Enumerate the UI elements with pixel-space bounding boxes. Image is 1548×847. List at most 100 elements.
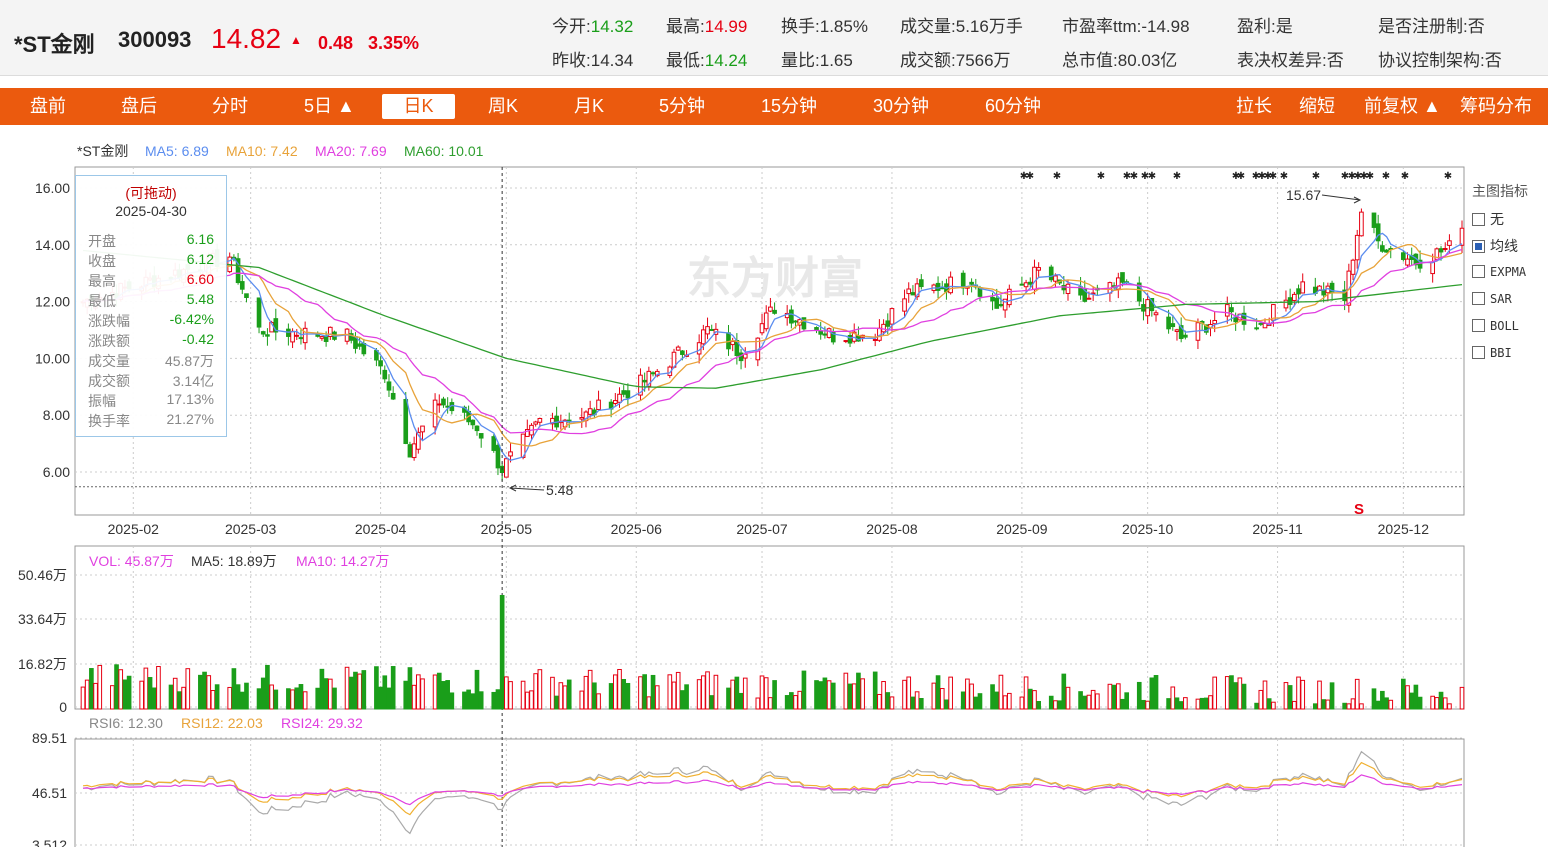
kline-chart[interactable]: 16.00 14.00 12.00 10.00 8.00 6.00 2025-02 2025-… [0,125,1548,847]
volume-bar [80,686,86,710]
rsi6-legend: RSI6: 12.30 [89,715,163,731]
indicator-option[interactable]: BOLL [1472,317,1519,335]
volume-bar [378,686,383,710]
candle-body [537,417,543,423]
nav-action[interactable]: 筹码分布 [1460,96,1532,116]
volume-bar [508,681,513,710]
volume-bar [1078,691,1083,710]
candle-body [680,350,685,355]
volume-bar [361,670,367,710]
high-arrow-icon [1321,194,1362,204]
volume-bar [290,689,295,710]
candle-body [407,444,413,458]
volume-bar [625,682,631,710]
nav-action[interactable]: 前复权 ▲ [1364,96,1441,116]
ma20-line [82,248,1463,435]
nav-action[interactable]: 拉长 [1236,96,1272,116]
candle-body [872,339,878,342]
candle-body [1178,325,1184,339]
indicator-option[interactable]: EXPMA [1472,263,1526,281]
candle-body [1296,288,1301,295]
date-axis-label: 2025-03 [225,521,277,537]
nav-tab[interactable]: 5日 ▲ [304,96,355,116]
volume-bar [612,674,618,710]
volume-bar [902,679,907,710]
tooltip-value: 17.13% [166,391,214,407]
volume-bar [1166,698,1171,710]
candle-body [319,336,325,339]
volume-bar [935,675,941,710]
nav-tab[interactable]: 30分钟 [873,96,930,116]
candle-body [1006,288,1012,306]
indicator-option[interactable]: 均线 [1472,236,1518,254]
nav-tab[interactable]: 60分钟 [985,96,1042,116]
tooltip-row: 开盘 6.16 [88,231,214,251]
volume-bar [495,689,501,710]
checkbox-icon[interactable] [1472,292,1485,305]
nav-tab[interactable]: 15分钟 [761,96,818,116]
volume-bar [390,666,396,710]
date-axis-label: 2025-06 [611,521,663,537]
volume-bar [214,684,220,710]
volume-bar [1442,697,1448,710]
checkbox-checked-icon[interactable] [1472,240,1485,253]
volume-bar [1057,700,1062,710]
candle-body [730,340,736,346]
checkbox-icon[interactable] [1472,319,1485,332]
nav-tab[interactable]: 分时 [212,96,248,116]
checkbox-icon[interactable] [1472,346,1485,359]
volume-bar [1262,680,1268,710]
tooltip-row: 振幅 17.13% [88,391,214,411]
nav-action[interactable]: 缩短 [1299,96,1335,116]
main-legend-ma10: MA10: 7.42 [226,143,298,159]
volume-bar [944,699,949,710]
volume-bar [374,666,379,710]
indicator-option[interactable]: SAR [1472,290,1512,308]
checkbox-icon[interactable] [1472,265,1485,278]
volume-bar [1292,700,1297,710]
volume-bar [801,670,807,710]
volume-legend-ma5: MA5: 18.89万 [191,553,277,569]
quote-field-value: 14.32 [590,17,634,36]
volume-bar [1229,675,1234,710]
nav-tab[interactable]: 月K [574,96,605,116]
volume-bar [1208,695,1213,710]
volume-bar [1023,676,1029,710]
candle-body [1115,277,1121,290]
candle-body [294,334,300,337]
watermark-logo: 东方财富 [687,254,863,303]
volume-bar [642,674,647,710]
volume-bar [1195,698,1201,710]
quote-field-value: 是 [1275,17,1293,36]
indicator-option[interactable]: 无 [1472,209,1504,227]
quote-field: 今开:14.32 [552,12,633,37]
candle-body [1048,266,1054,281]
volume-bar [1271,701,1276,710]
nav-tab[interactable]: 盘后 [121,96,157,116]
volume-bar [110,685,115,710]
volume-bar [822,677,828,710]
volume-bar [654,685,660,710]
nav-tab[interactable]: 周K [488,96,519,116]
volume-bar [969,683,974,710]
indicator-option[interactable]: BBI [1472,344,1512,362]
event-marker-icon: ✱ [1280,171,1288,182]
date-axis-label: 2025-09 [996,521,1048,537]
nav-tab[interactable]: 5分钟 [659,96,706,116]
candle-body [1258,322,1264,325]
tooltip-value: 5.48 [186,291,214,307]
volume-bar [1090,689,1096,710]
volume-bar [357,673,362,710]
nav-tab[interactable]: 盘前 [30,96,66,116]
rsi12-line [82,761,1463,816]
volume-bar [449,692,455,710]
candle-body [260,331,266,335]
ohlc-tooltip[interactable]: (可拖动) 2025-04-30 开盘 6.16 收盘 6.12 最高 6.60 最低 5.4… [75,175,227,437]
volume-bar [1371,688,1377,710]
date-axis-label: 2025-10 [1122,521,1174,537]
checkbox-icon[interactable] [1472,213,1485,226]
volume-axis-label: 50.46万 [18,567,67,583]
volume-bar [1354,678,1360,710]
nav-tab[interactable]: 日K [382,94,455,119]
volume-bar [139,680,145,710]
